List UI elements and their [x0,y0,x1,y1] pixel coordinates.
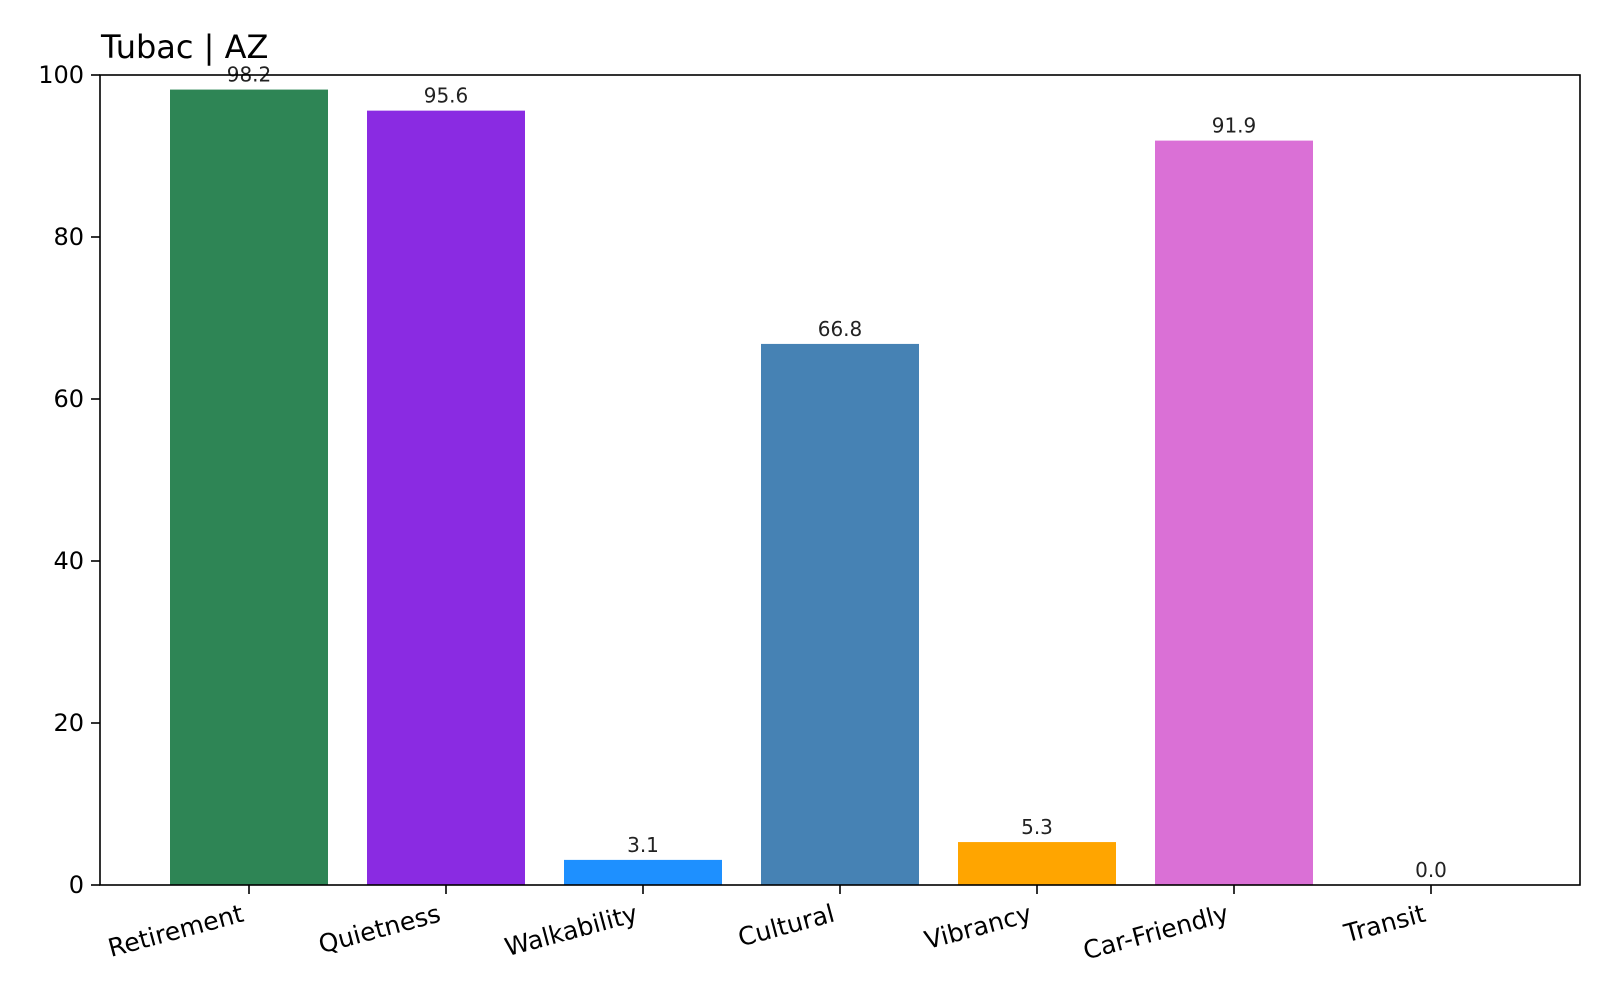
data-label-cultural: 66.8 [818,317,863,341]
data-labels-layer: 98.295.63.166.85.391.90.0 [227,63,1447,882]
bar-quietness [367,110,525,885]
x-tick-label: Cultural [735,899,838,952]
bar-retirement [170,89,328,885]
data-label-vibrancy: 5.3 [1021,815,1053,839]
bar-cultural [761,343,919,885]
x-tick-label: Retirement [105,899,247,963]
x-axis: Retirement Quietness Walkability Cultural Vi… [105,885,1432,966]
data-label-car-friendly: 91.9 [1212,114,1257,138]
data-label-walkability: 3.1 [627,833,659,857]
x-tick-label: Walkability [502,899,641,962]
y-tick-label: 20 [53,709,84,737]
x-tick-label: Transit [1340,899,1429,949]
axes-frame [99,74,1581,886]
y-tick-label: 40 [53,547,84,575]
y-tick-label: 80 [53,223,84,251]
x-tick-label: Quietness [315,899,443,959]
x-tick-label: Vibrancy [921,899,1034,955]
data-label-transit: 0.0 [1415,858,1447,882]
y-tick-label: 60 [53,385,84,413]
y-tick-label: 0 [69,871,84,899]
y-axis: 0 20 40 60 80 100 [38,61,100,899]
bar-vibrancy [958,842,1116,885]
chart-title: Tubac | AZ [100,28,268,66]
data-label-quietness: 95.6 [424,84,469,108]
y-tick-label: 100 [38,61,84,89]
bar-car-friendly [1155,140,1313,886]
x-tick-label: Car-Friendly [1080,899,1232,966]
bars-layer [170,89,1313,886]
bar-walkability [564,859,722,885]
